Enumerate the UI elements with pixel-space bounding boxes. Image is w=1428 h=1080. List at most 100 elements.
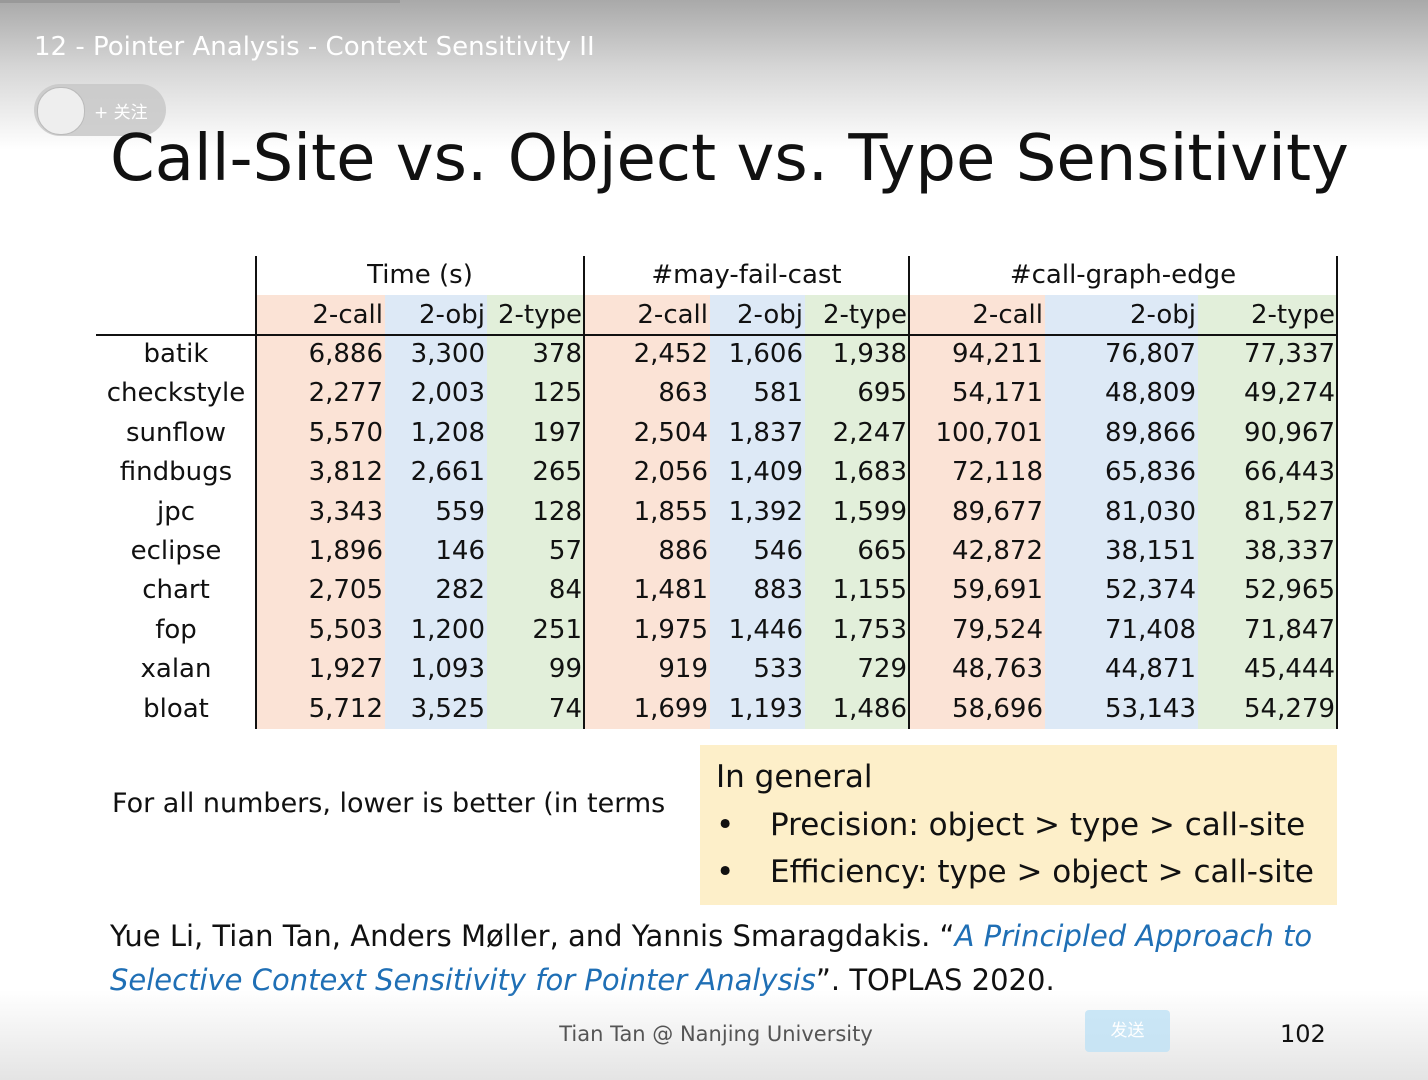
progress-bar xyxy=(0,0,400,3)
column-shade xyxy=(805,295,909,729)
table-cell: 38,151 xyxy=(1105,536,1196,566)
table-cell: 2,705 xyxy=(308,575,383,606)
table-cell: 197 xyxy=(532,417,582,448)
table-cell: 38,337 xyxy=(1244,536,1335,566)
table-cell: 5,503 xyxy=(308,614,383,645)
row-label: checkstyle xyxy=(106,378,246,409)
callout: In general • Precision: object > type > … xyxy=(700,745,1337,905)
table-cell: 48,809 xyxy=(1105,378,1196,409)
row-label: eclipse xyxy=(130,536,222,566)
table-cell: 2,452 xyxy=(633,339,708,369)
table-cell: 44,871 xyxy=(1105,654,1196,685)
table-cell: 1,606 xyxy=(728,339,803,369)
row-label: chart xyxy=(142,575,210,606)
table-cell: 1,409 xyxy=(728,457,803,488)
column-header: 2-call xyxy=(972,300,1043,330)
table-cell: 6,886 xyxy=(308,339,383,369)
table-cell: 1,927 xyxy=(308,654,383,685)
table-cell: 546 xyxy=(753,536,803,566)
column-header: 2-type xyxy=(497,300,582,330)
table-cell: 1,837 xyxy=(728,417,803,448)
table-cell: 533 xyxy=(753,654,803,685)
table-cell: 1,208 xyxy=(410,417,485,448)
table-cell: 49,274 xyxy=(1244,378,1335,409)
table-cell: 3,525 xyxy=(410,693,485,724)
table-cell: 1,093 xyxy=(410,654,485,685)
slide-title: Call-Site vs. Object vs. Type Sensitivit… xyxy=(110,122,1349,196)
table-cell: 1,975 xyxy=(633,614,708,645)
table-cell: 42,872 xyxy=(952,536,1043,566)
table-cell: 45,444 xyxy=(1244,654,1335,685)
table-cell: 89,866 xyxy=(1105,417,1196,448)
column-header: 2-call xyxy=(312,300,383,330)
table-cell: 81,030 xyxy=(1105,496,1196,527)
table-cell: 5,712 xyxy=(308,693,383,724)
table-rule xyxy=(96,334,1337,336)
table-cell: 48,763 xyxy=(952,654,1043,685)
table-cell: 1,155 xyxy=(832,575,907,606)
table-cell: 5,570 xyxy=(308,417,383,448)
row-label: sunflow xyxy=(125,417,227,448)
follow-label: + 关注 xyxy=(94,103,148,123)
table-cell: 1,392 xyxy=(728,496,803,527)
table-cell: 79,524 xyxy=(952,614,1043,645)
row-label: batik xyxy=(143,339,209,369)
table-cell: 695 xyxy=(857,378,907,409)
table-cell: 54,279 xyxy=(1244,693,1335,724)
table-cell: 72,118 xyxy=(952,457,1043,488)
table-cell: 52,374 xyxy=(1105,575,1196,606)
table-cell: 1,753 xyxy=(832,614,907,645)
table-rule xyxy=(255,256,257,729)
table-rule xyxy=(1336,256,1338,729)
table-cell: 2,247 xyxy=(832,417,907,448)
table-cell: 74 xyxy=(548,693,582,724)
table-cell: 1,938 xyxy=(832,339,907,369)
column-header: 2-obj xyxy=(736,300,803,330)
column-shade xyxy=(1198,295,1337,729)
table-cell: 65,836 xyxy=(1105,457,1196,488)
table-cell: 1,599 xyxy=(832,496,907,527)
table-cell: 1,200 xyxy=(410,614,485,645)
citation-authors: Yue Li, Tian Tan, Anders Møller, and Yan… xyxy=(110,919,955,953)
table-cell: 378 xyxy=(532,339,582,369)
send-button[interactable]: 发送 xyxy=(1085,1010,1170,1052)
table-cell: 919 xyxy=(658,654,708,685)
table-cell: 81,527 xyxy=(1244,496,1335,527)
slide-footer: Tian Tan @ Nanjing University xyxy=(559,1022,873,1046)
table-cell: 883 xyxy=(753,575,803,606)
callout-bullet: Precision: object > type > call-site xyxy=(770,807,1306,843)
table-cell: 1,193 xyxy=(728,693,803,724)
column-header: 2-obj xyxy=(1129,300,1196,330)
table-cell: 58,696 xyxy=(952,693,1043,724)
table-cell: 265 xyxy=(532,457,582,488)
table-cell: 1,683 xyxy=(832,457,907,488)
bottom-overlay xyxy=(0,990,1428,1080)
table-cell: 89,677 xyxy=(952,496,1043,527)
column-shade xyxy=(1045,295,1198,729)
table-cell: 886 xyxy=(658,536,708,566)
table-cell: 282 xyxy=(435,575,485,606)
row-label: jpc xyxy=(156,496,196,527)
table-cell: 128 xyxy=(532,496,582,527)
table-cell: 1,446 xyxy=(728,614,803,645)
table-cell: 54,171 xyxy=(952,378,1043,409)
column-header: 2-call xyxy=(637,300,708,330)
top-overlay xyxy=(0,0,1428,150)
table-cell: 53,143 xyxy=(1105,693,1196,724)
table-cell: 729 xyxy=(857,654,907,685)
group-header: #may-fail-cast xyxy=(651,260,842,290)
table-cell: 84 xyxy=(548,575,582,606)
table-cell: 2,661 xyxy=(410,457,485,488)
column-shade xyxy=(385,295,487,729)
table-cell: 3,300 xyxy=(410,339,485,369)
bullet-dot: • xyxy=(716,807,735,843)
row-label: findbugs xyxy=(119,457,233,488)
column-shade xyxy=(256,295,385,729)
follow-pill[interactable]: + 关注 xyxy=(34,84,166,136)
table-rule xyxy=(583,256,585,729)
group-header: Time (s) xyxy=(367,260,473,290)
table-cell: 1,481 xyxy=(633,575,708,606)
row-label: bloat xyxy=(143,693,209,724)
column-shade xyxy=(909,295,1045,729)
table-cell: 2,504 xyxy=(633,417,708,448)
